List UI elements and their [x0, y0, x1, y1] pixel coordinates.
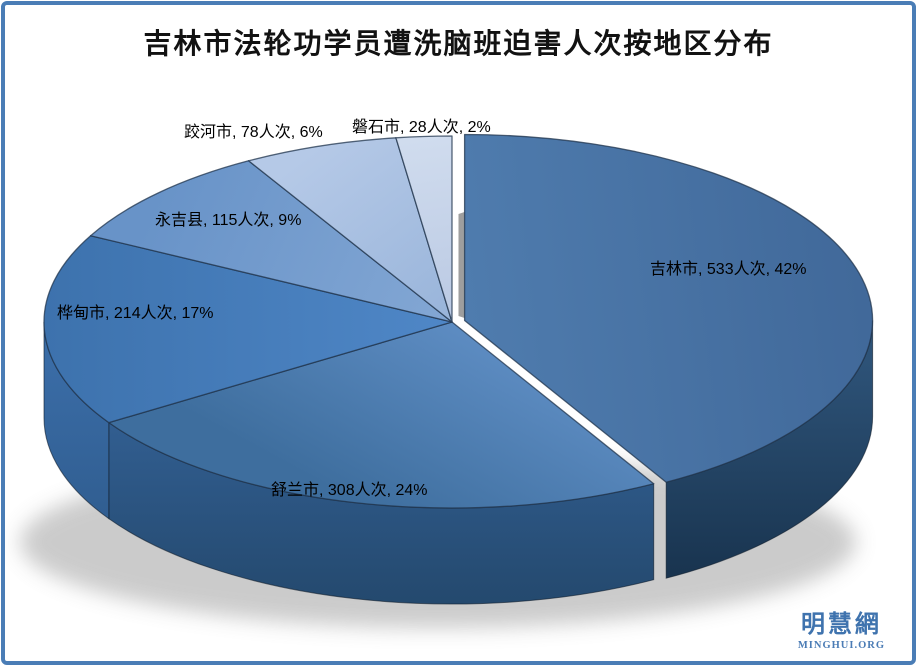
pie-slice-0 [463, 133, 874, 483]
slice-label-jilin: 吉林市, 533人次, 42% [650, 261, 807, 278]
pie-explode-cut-face [458, 212, 465, 318]
slice-label-jiaohe: 跤河市, 78人次, 6% [184, 124, 323, 141]
slice-label-shulan: 舒兰市, 308人次, 24% [271, 482, 428, 499]
pie-slice-3 [89, 160, 453, 323]
pie-slice-1 [108, 321, 655, 509]
watermark-cn-text: 明慧網 [800, 612, 882, 639]
watermark-en-text: MINGHUI.ORG [797, 639, 885, 651]
slice-label-yongji: 永吉县, 115人次, 9% [155, 212, 302, 229]
slice-label-huadian: 桦甸市, 214人次, 17% [57, 305, 214, 322]
slice-label-panshi: 磐石市, 28人次, 2% [352, 119, 491, 136]
pie-slice-4 [247, 137, 453, 323]
chart-title: 吉林市法轮功学员遭洗脑班迫害人次按地区分布 [143, 29, 774, 60]
minghui-watermark: 明慧網 MINGHUI.ORG [798, 612, 885, 652]
pie-slice-2 [43, 235, 453, 424]
pie-slice-5 [395, 135, 453, 323]
